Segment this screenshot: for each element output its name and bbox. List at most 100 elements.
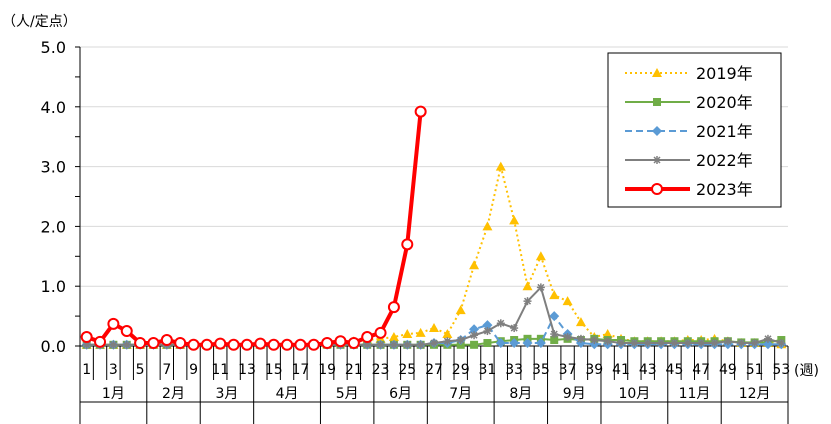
y-axis: 0.0 1.0 2.0 3.0 4.0 5.0 (41, 38, 81, 356)
data-point-marker (254, 337, 267, 350)
y-tick-label: 5.0 (41, 38, 66, 57)
marker-stroke (577, 335, 585, 343)
data-point-marker (643, 339, 652, 348)
week-tick-label: 53 (772, 362, 790, 378)
y-tick-label: 2.0 (41, 217, 66, 236)
week-tick-label: 3 (109, 362, 118, 378)
legend-label: 2020年 (696, 93, 753, 112)
month-label: 12月 (739, 386, 771, 402)
data-point-marker (697, 339, 706, 348)
week-tick-label: 41 (612, 362, 630, 378)
week-tick-label: 33 (505, 362, 523, 378)
data-point-marker (510, 324, 519, 333)
data-point-marker (415, 327, 426, 337)
data-point-marker (389, 340, 398, 349)
data-point-marker (374, 326, 387, 339)
data-point-marker (174, 337, 187, 350)
marker-stroke (710, 339, 719, 347)
marker-stroke (604, 337, 612, 345)
series-layer (80, 105, 787, 351)
legend-entry: 2020年 (625, 93, 753, 112)
marker-stroke (653, 156, 661, 164)
month-label: 11月 (679, 386, 711, 402)
data-point-marker (443, 337, 452, 346)
data-point-marker (160, 334, 173, 347)
data-point-marker (575, 317, 586, 327)
data-point-marker (134, 337, 147, 350)
marker-stroke (483, 327, 491, 335)
data-point-marker (442, 329, 453, 339)
data-point-marker (603, 337, 612, 346)
marker-stroke (377, 341, 385, 349)
data-point-marker (456, 336, 465, 345)
week-tick-label: 49 (719, 362, 737, 378)
month-label: 3月 (215, 386, 238, 402)
data-point-marker (376, 340, 385, 349)
y-tick-label: 1.0 (41, 277, 66, 296)
marker-stroke (109, 341, 117, 349)
month-label: 6月 (389, 386, 412, 402)
week-tick-label: 13 (238, 362, 256, 378)
data-point-marker (321, 337, 334, 350)
data-point-marker (109, 340, 118, 349)
marker-stroke (363, 341, 371, 349)
data-point-marker (652, 126, 662, 136)
marker-stroke (510, 324, 518, 332)
data-point-marker (122, 340, 131, 349)
data-point-marker (334, 335, 347, 348)
data-point-marker (550, 336, 559, 345)
legend-entry: 2021年 (625, 122, 753, 141)
data-point-marker (187, 338, 200, 351)
week-tick-label: 25 (398, 362, 416, 378)
data-point-marker (652, 68, 662, 77)
marker-stroke (590, 336, 598, 344)
marker-stroke (523, 297, 532, 305)
data-point-marker (307, 338, 320, 351)
data-point-marker (294, 338, 307, 351)
data-point-marker (200, 338, 213, 351)
y-tick-label: 0.0 (41, 337, 66, 356)
data-point-marker (563, 333, 572, 342)
y-tick-label: 4.0 (41, 98, 66, 117)
marker-stroke (564, 333, 572, 341)
legend-box (607, 52, 782, 208)
data-point-marker (549, 290, 560, 300)
data-point-marker (455, 305, 466, 315)
legend-label: 2021年 (696, 122, 753, 141)
marker-stroke (777, 339, 785, 347)
data-point-marker (387, 301, 400, 314)
month-label: 8月 (509, 386, 532, 402)
month-label: 9月 (563, 386, 586, 402)
week-tick-label: 39 (585, 362, 603, 378)
week-tick-label: 51 (746, 362, 764, 378)
marker-stroke (537, 283, 545, 291)
data-point-marker (523, 297, 532, 306)
data-point-marker (509, 338, 520, 349)
data-point-marker (617, 339, 626, 348)
data-point-marker (147, 337, 160, 350)
data-point-marker (737, 339, 746, 348)
legend: 2019年 2020年 2021年 2022年 2023年 (607, 52, 782, 208)
month-label: 10月 (618, 386, 650, 402)
marker-stroke (403, 341, 411, 349)
week-tick-label: 31 (479, 362, 497, 378)
data-point-marker (522, 338, 533, 349)
month-label: 1月 (102, 386, 125, 402)
week-tick-label: 21 (345, 362, 363, 378)
legend-entry: 2022年 (625, 151, 753, 170)
marker-stroke (443, 337, 451, 345)
week-tick-label: 11 (211, 362, 229, 378)
week-tick-label: 1 (82, 362, 91, 378)
data-point-marker (214, 337, 227, 350)
data-point-marker (670, 339, 679, 348)
week-tick-label: 45 (666, 362, 684, 378)
data-point-marker (483, 339, 492, 348)
marker-stroke (83, 341, 91, 349)
data-point-marker (536, 283, 545, 292)
marker-stroke (724, 337, 732, 345)
data-point-marker (416, 340, 425, 349)
week-tick-label: 5 (136, 362, 145, 378)
series-line (86, 286, 782, 346)
data-point-marker (602, 329, 613, 339)
data-point-marker (496, 319, 505, 328)
